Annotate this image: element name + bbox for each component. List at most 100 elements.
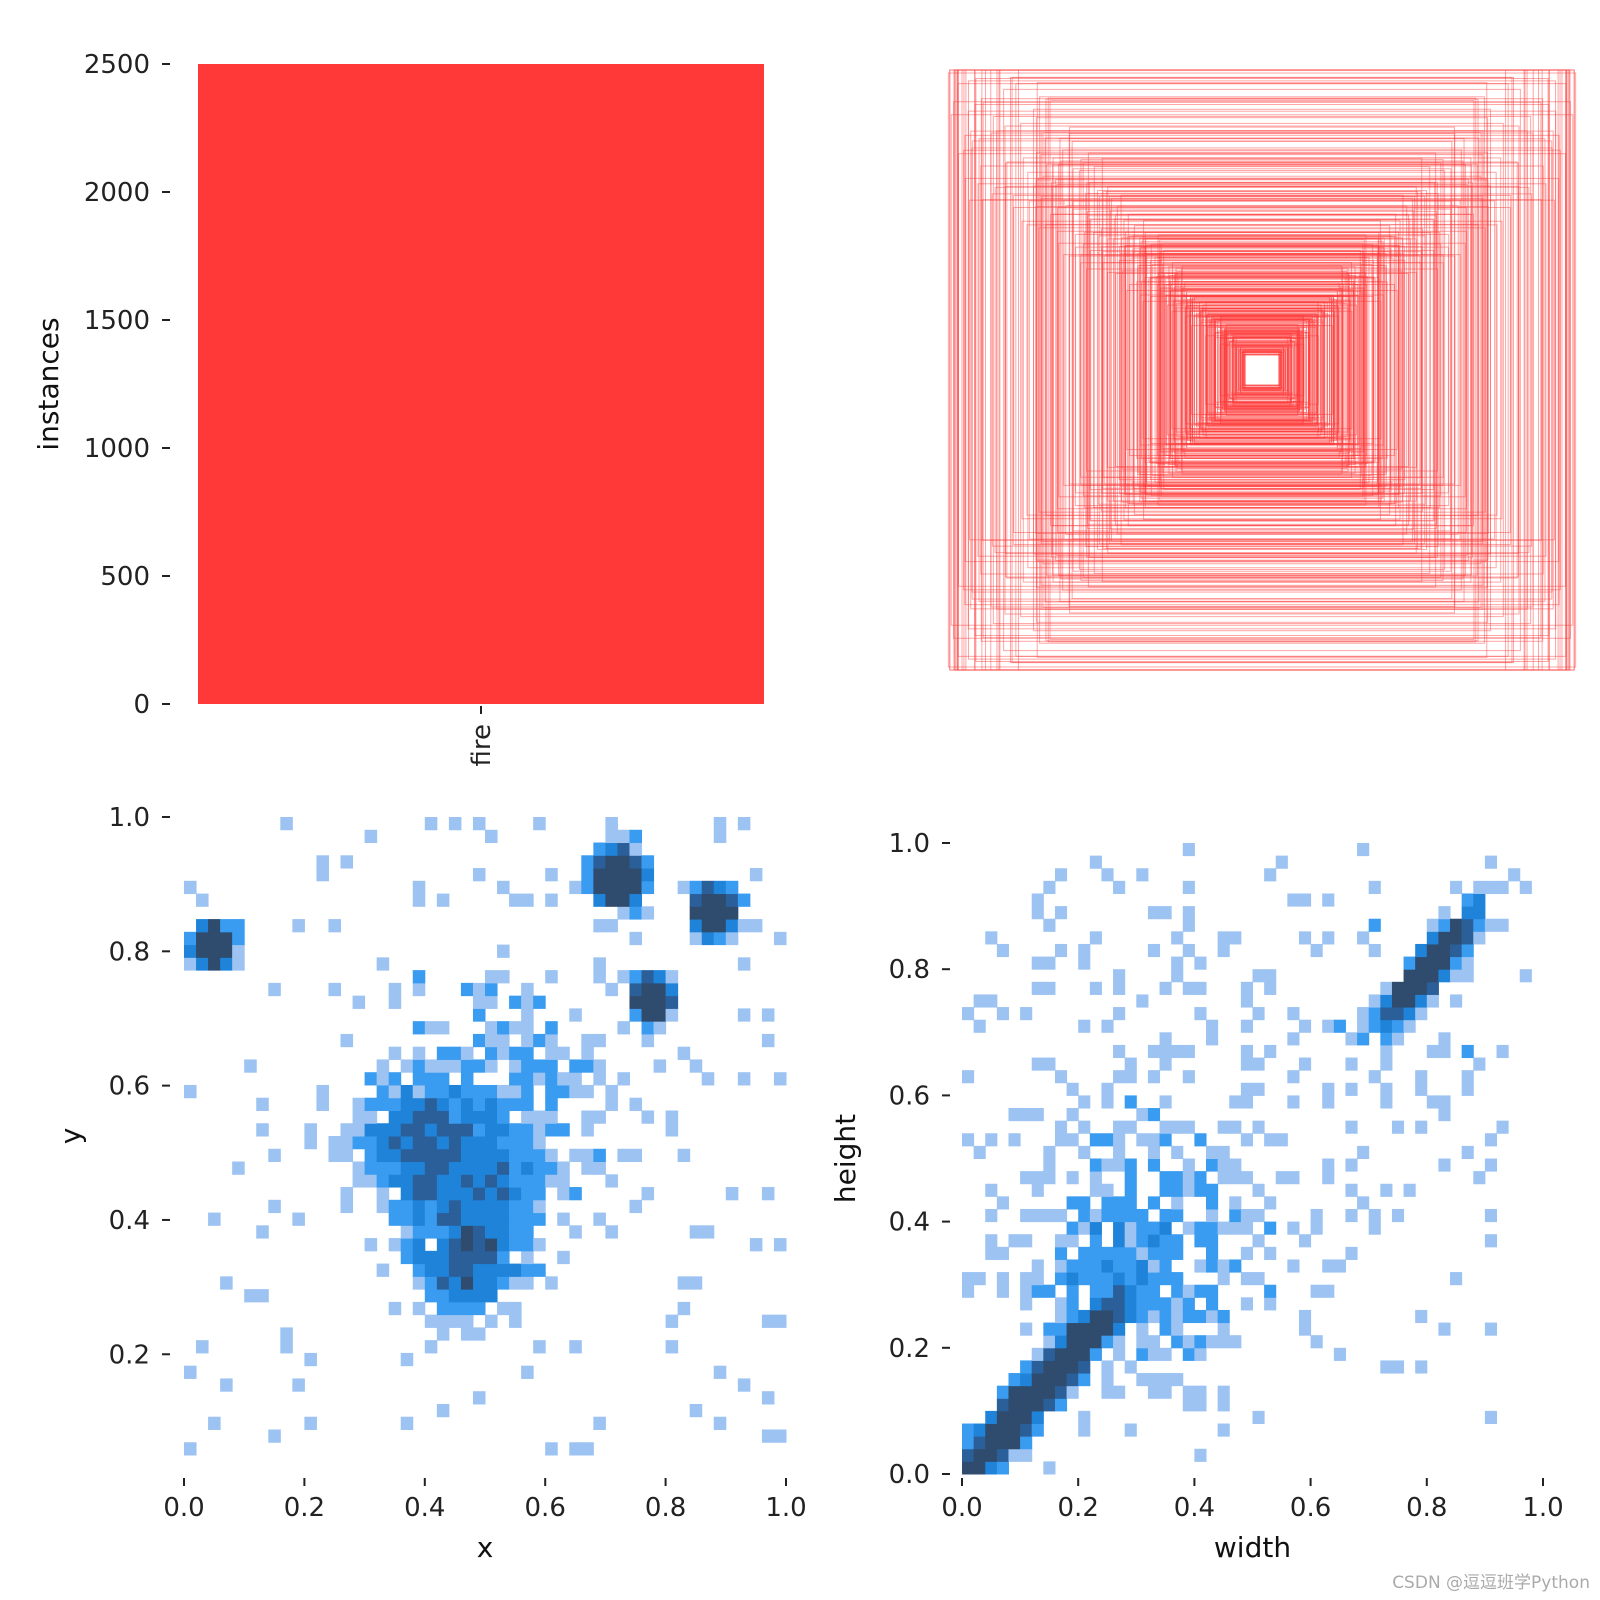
histogram-cell bbox=[557, 1250, 570, 1265]
histogram-cell bbox=[485, 1136, 498, 1150]
bounding-box bbox=[1224, 331, 1300, 409]
bounding-box bbox=[1200, 319, 1324, 421]
histogram-cell bbox=[485, 1238, 498, 1252]
histogram-cell bbox=[1322, 1019, 1335, 1033]
bounding-box bbox=[1232, 336, 1292, 404]
bounding-boxes-panel bbox=[947, 69, 1577, 671]
histogram-cell bbox=[388, 995, 402, 1009]
bounding-box bbox=[1163, 273, 1361, 467]
histogram-cell bbox=[1020, 1284, 1033, 1298]
histogram-cell bbox=[1298, 1309, 1312, 1324]
wh-x-axis-label: width bbox=[1214, 1531, 1291, 1564]
histogram-cell bbox=[1298, 1322, 1312, 1336]
histogram-cell bbox=[436, 1021, 450, 1035]
bounding-box bbox=[1185, 315, 1339, 425]
bounding-box bbox=[1096, 190, 1428, 550]
histogram-cell bbox=[1101, 1272, 1114, 1286]
histogram-cell bbox=[436, 1097, 450, 1111]
bounding-box bbox=[1186, 292, 1338, 448]
histogram-cell bbox=[412, 1263, 426, 1277]
bounding-box bbox=[1226, 329, 1298, 411]
histogram-cell bbox=[1287, 1095, 1300, 1109]
bar-y-axis-label: instances bbox=[32, 317, 65, 450]
histogram-cell bbox=[1240, 981, 1253, 995]
bar-y-tick-label: 2500 bbox=[84, 50, 150, 80]
histogram-cell bbox=[677, 1276, 691, 1290]
histogram-cell bbox=[509, 1072, 522, 1086]
histogram-cell bbox=[1240, 1133, 1253, 1147]
bounding-box bbox=[1172, 289, 1352, 451]
histogram-cell bbox=[460, 1250, 474, 1265]
histogram-cell bbox=[1113, 1044, 1126, 1059]
histogram-cell bbox=[677, 1301, 691, 1316]
histogram-cell bbox=[400, 1148, 414, 1163]
bounding-box bbox=[1086, 210, 1438, 530]
bounding-box bbox=[1022, 157, 1502, 583]
histogram-cell bbox=[1159, 1246, 1172, 1260]
bounding-box bbox=[1223, 333, 1301, 407]
histogram-cell bbox=[569, 1008, 582, 1022]
bounding-box bbox=[1173, 299, 1351, 441]
histogram-cell bbox=[460, 1072, 474, 1086]
histogram-cell bbox=[1368, 1019, 1381, 1033]
histogram-cell bbox=[1089, 1309, 1102, 1324]
histogram-cell bbox=[737, 1008, 751, 1022]
histogram-cell bbox=[472, 1238, 486, 1252]
histogram-cell bbox=[1136, 1322, 1149, 1336]
histogram-cell bbox=[985, 1133, 998, 1147]
histogram-cell bbox=[996, 1398, 1009, 1412]
histogram-cell bbox=[497, 1263, 510, 1277]
histogram-cell bbox=[665, 982, 679, 997]
histogram-cell bbox=[1461, 1145, 1474, 1159]
histogram-cell bbox=[713, 893, 727, 907]
histogram-cell bbox=[1159, 1259, 1172, 1273]
histogram-cell bbox=[985, 1234, 998, 1248]
histogram-cell bbox=[1031, 1108, 1044, 1122]
histogram-cell bbox=[689, 1403, 703, 1418]
histogram-cell bbox=[1078, 1196, 1091, 1210]
histogram-cell bbox=[1438, 956, 1451, 970]
histogram-cell bbox=[641, 1187, 655, 1201]
bounding-box bbox=[1116, 205, 1408, 535]
histogram-cell bbox=[1124, 1246, 1137, 1260]
histogram-cell bbox=[1159, 906, 1172, 920]
histogram-cell bbox=[412, 970, 426, 984]
histogram-cell bbox=[725, 880, 739, 895]
histogram-cell bbox=[1194, 1183, 1207, 1197]
histogram-cell bbox=[472, 1225, 486, 1239]
histogram-cell bbox=[436, 1263, 450, 1277]
bounding-box bbox=[1219, 337, 1305, 403]
histogram-cell bbox=[460, 1059, 474, 1073]
histogram-cell bbox=[1101, 1297, 1114, 1311]
histogram-cell bbox=[581, 1059, 594, 1073]
histogram-cell bbox=[509, 1084, 522, 1099]
bounding-box bbox=[1181, 294, 1343, 446]
histogram-cell bbox=[1008, 1398, 1021, 1412]
watermark: CSDN @逗逗班学Python bbox=[1392, 1573, 1590, 1593]
bounding-box bbox=[1142, 300, 1382, 440]
histogram-cell bbox=[973, 1423, 986, 1437]
histogram-cell bbox=[1078, 1120, 1091, 1134]
histogram-cell bbox=[1054, 943, 1068, 958]
bounding-box bbox=[1039, 96, 1485, 644]
histogram-cell bbox=[509, 1161, 522, 1175]
histogram-cell bbox=[436, 1161, 450, 1175]
histogram-cell bbox=[701, 906, 715, 920]
histogram-cell bbox=[376, 1148, 390, 1163]
histogram-cell bbox=[1322, 1095, 1335, 1109]
bounding-box bbox=[1214, 318, 1310, 422]
histogram-cell bbox=[629, 893, 643, 907]
histogram-cell bbox=[460, 1238, 474, 1252]
histogram-cell bbox=[460, 1110, 474, 1124]
histogram-cell bbox=[617, 1021, 630, 1035]
bounding-box bbox=[1047, 97, 1477, 643]
bounding-box bbox=[1171, 262, 1353, 478]
bounding-box bbox=[1222, 330, 1302, 410]
bounding-box bbox=[1219, 324, 1305, 416]
histogram-cell bbox=[412, 1301, 426, 1316]
histogram-cell bbox=[985, 1183, 998, 1197]
histogram-cell bbox=[1496, 1120, 1509, 1134]
histogram-cell bbox=[509, 1059, 522, 1073]
histogram-cell bbox=[629, 1008, 643, 1022]
histogram-cell bbox=[545, 1097, 558, 1111]
